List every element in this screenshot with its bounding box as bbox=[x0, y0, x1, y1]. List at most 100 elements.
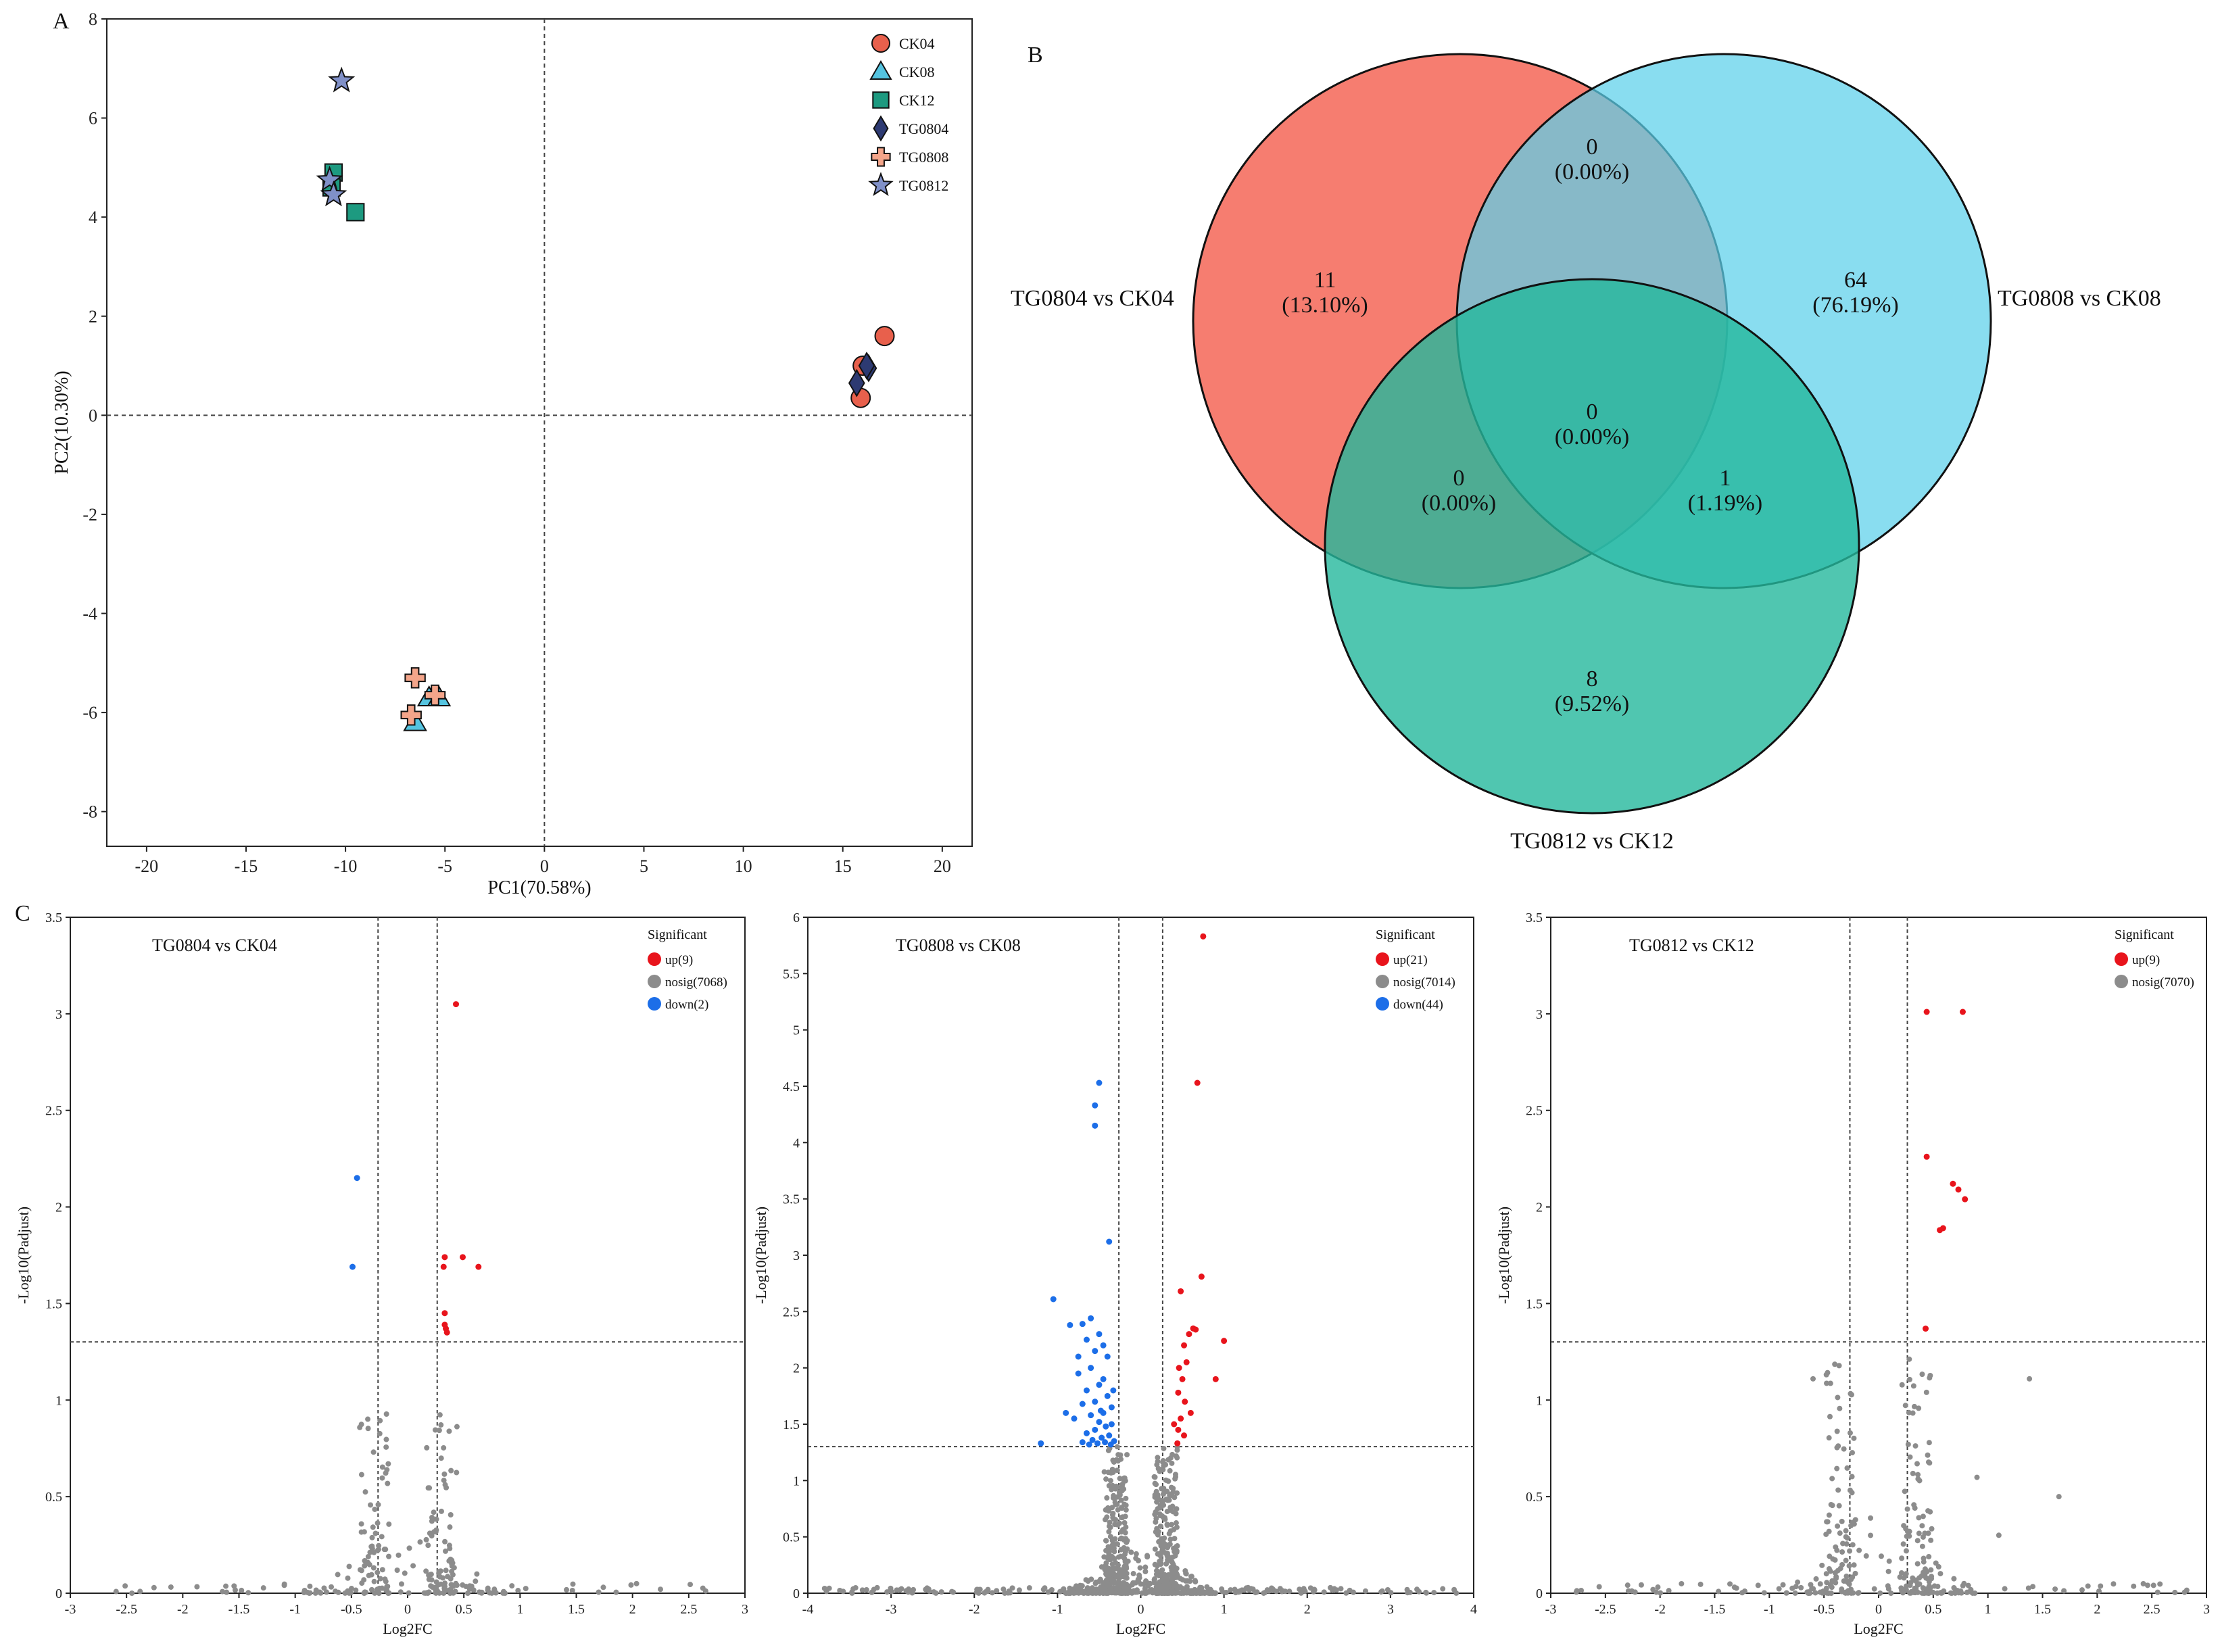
volcano-point-up bbox=[1192, 1326, 1199, 1333]
volcano-point-nosig bbox=[1902, 1572, 1908, 1578]
volcano-point-down bbox=[354, 1175, 360, 1182]
volcano-point-nosig bbox=[1269, 1585, 1275, 1591]
volcano-point-nosig bbox=[2096, 1588, 2102, 1594]
volcano-point-nosig bbox=[383, 1444, 389, 1450]
volcano-point-nosig bbox=[1122, 1574, 1128, 1580]
volcano-point-nosig bbox=[1121, 1545, 1127, 1551]
volcano-point-nosig bbox=[454, 1582, 460, 1588]
volcano-point-down bbox=[1108, 1421, 1115, 1428]
volcano-point-nosig bbox=[1903, 1548, 1909, 1554]
volcano-point-nosig bbox=[850, 1586, 856, 1592]
volcano-point-nosig bbox=[346, 1590, 352, 1596]
volcano-point-nosig bbox=[194, 1584, 200, 1590]
volcano-point-nosig bbox=[429, 1514, 435, 1520]
volcano-point-nosig bbox=[379, 1464, 385, 1470]
volcano-point-nosig bbox=[1133, 1551, 1139, 1557]
volcano-point-nosig bbox=[447, 1590, 453, 1596]
volcano-point-nosig bbox=[1117, 1476, 1123, 1482]
volcano-point-nosig bbox=[1286, 1588, 1293, 1595]
volcano-point-up bbox=[1178, 1415, 1184, 1422]
volcano-point-nosig bbox=[1140, 1590, 1147, 1596]
volcano-point-nosig bbox=[1928, 1567, 1934, 1573]
volcano-point-nosig bbox=[1128, 1549, 1134, 1555]
volcano-point-nosig bbox=[2150, 1582, 2156, 1588]
volcano-point-nosig bbox=[1104, 1578, 1110, 1584]
volcano-point-nosig bbox=[1923, 1575, 1929, 1581]
volcano-x-tick-label: 0.5 bbox=[456, 1602, 473, 1617]
venn-set-label-1: TG0804 vs CK04 bbox=[1011, 286, 1174, 311]
volcano-point-nosig bbox=[473, 1578, 479, 1584]
volcano-point-up bbox=[1955, 1186, 1962, 1193]
volcano-x-tick-label: -0.5 bbox=[341, 1602, 362, 1617]
volcano-point-up bbox=[1212, 1376, 1219, 1382]
volcano-point-nosig bbox=[1109, 1542, 1115, 1549]
volcano-point-nosig bbox=[1761, 1590, 1767, 1596]
venn-region-ac-count: 0 bbox=[1453, 466, 1465, 491]
volcano-point-nosig bbox=[1228, 1587, 1234, 1593]
volcano-point-nosig bbox=[1347, 1587, 1353, 1593]
volcano-point-nosig bbox=[1115, 1452, 1121, 1458]
volcano-x-tick-label: -0.5 bbox=[1813, 1602, 1835, 1617]
volcano-point-nosig bbox=[1914, 1538, 1921, 1544]
volcano-legend-label: nosig(7068) bbox=[665, 975, 727, 990]
volcano-point-nosig bbox=[1328, 1584, 1334, 1590]
volcano-point-down bbox=[1086, 1441, 1092, 1448]
volcano-point-nosig bbox=[1117, 1582, 1123, 1588]
volcano-legend-marker bbox=[648, 975, 661, 988]
volcano-point-up bbox=[443, 1329, 450, 1336]
volcano-point-nosig bbox=[1926, 1553, 1932, 1559]
volcano-point-nosig bbox=[1157, 1558, 1163, 1564]
volcano-point-nosig bbox=[113, 1588, 119, 1595]
volcano-point-nosig bbox=[1165, 1572, 1172, 1578]
volcano-point-nosig bbox=[1174, 1447, 1180, 1453]
volcano-point-nosig bbox=[1868, 1515, 1874, 1521]
pca-x-tick-label: -10 bbox=[334, 856, 358, 876]
volcano-point-nosig bbox=[1076, 1585, 1082, 1591]
volcano-point-nosig bbox=[1960, 1582, 1966, 1588]
pca-legend: CK04 CK08 CK12 TG0804 TG0808 TG0812 bbox=[868, 34, 948, 196]
volcano-point-nosig bbox=[1114, 1501, 1120, 1507]
volcano-point-nosig bbox=[1107, 1478, 1113, 1484]
volcano-point-nosig bbox=[1112, 1565, 1118, 1572]
volcano-x-tick-label: -1 bbox=[1052, 1602, 1063, 1617]
volcano-point-up bbox=[1183, 1359, 1190, 1365]
volcano-point-nosig bbox=[448, 1582, 454, 1588]
volcano-point-nosig bbox=[1453, 1590, 1459, 1596]
venn-circle-tg0812-ck12 bbox=[1324, 278, 1860, 815]
volcano-point-nosig bbox=[358, 1521, 364, 1527]
pca-x-tick-label: 15 bbox=[834, 856, 852, 876]
volcano-point-nosig bbox=[1819, 1562, 1825, 1568]
volcano-point-nosig bbox=[1915, 1589, 1921, 1595]
volcano-point-nosig bbox=[433, 1516, 439, 1522]
volcano-point-nosig bbox=[1103, 1476, 1109, 1482]
volcano-point-nosig bbox=[1878, 1553, 1884, 1559]
volcano-point-nosig bbox=[1847, 1548, 1853, 1554]
volcano-point-nosig bbox=[1026, 1585, 1032, 1591]
volcano-point-nosig bbox=[1885, 1568, 1891, 1574]
volcano-point-nosig bbox=[1847, 1430, 1853, 1436]
volcano-y-tick-label: 1 bbox=[55, 1393, 62, 1408]
volcano-point-nosig bbox=[1111, 1579, 1117, 1585]
volcano-point-nosig bbox=[871, 1586, 877, 1593]
volcano-point-up bbox=[1178, 1288, 1184, 1294]
volcano-point-nosig bbox=[1155, 1495, 1161, 1501]
volcano-point-nosig bbox=[1841, 1446, 1847, 1452]
volcano-point-nosig bbox=[569, 1587, 575, 1593]
volcano-point-up bbox=[460, 1254, 466, 1261]
volcano-point-nosig bbox=[1847, 1588, 1853, 1594]
volcano-point-nosig bbox=[1968, 1589, 1974, 1595]
volcano-point-nosig bbox=[1212, 1590, 1218, 1596]
volcano-point-down bbox=[1096, 1079, 1103, 1086]
volcano-point-nosig bbox=[2027, 1376, 2033, 1382]
volcano-point-nosig bbox=[447, 1524, 453, 1530]
volcano-point-nosig bbox=[1933, 1560, 1939, 1566]
volcano-point-nosig bbox=[1154, 1563, 1160, 1569]
volcano-point-nosig bbox=[1057, 1588, 1063, 1595]
venn-set-label-3: TG0812 vs CK12 bbox=[1510, 829, 1674, 854]
volcano-point-down bbox=[1079, 1439, 1086, 1446]
volcano-point-down bbox=[1092, 1122, 1099, 1129]
volcano-legend-label: up(9) bbox=[2132, 953, 2160, 967]
volcano-point-down bbox=[1094, 1440, 1101, 1447]
volcano-point-nosig bbox=[370, 1449, 377, 1455]
volcano-point-nosig bbox=[975, 1590, 982, 1596]
